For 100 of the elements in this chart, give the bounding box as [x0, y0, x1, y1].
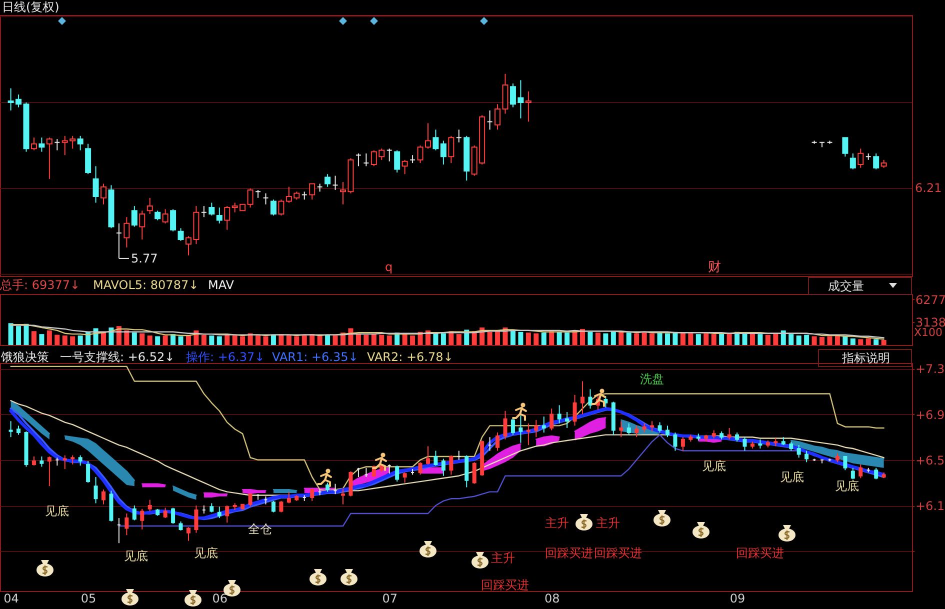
candlestick: [363, 152, 370, 167]
x-tick-label: 08: [544, 592, 560, 606]
annotation: 见底: [194, 546, 218, 560]
candlestick: [395, 465, 400, 482]
candlestick: [680, 436, 685, 452]
candlestick: [502, 73, 508, 114]
candlestick: [332, 175, 338, 190]
candlestick: [92, 166, 99, 204]
candlestick: [464, 454, 469, 488]
bar: [371, 334, 376, 345]
bar: [773, 333, 778, 345]
y-tick-label: 6277: [916, 292, 945, 307]
annotation: 洗盘: [640, 372, 664, 386]
bar: [386, 336, 392, 345]
candlestick: [873, 152, 880, 170]
y-tick-label: +6.5: [916, 453, 945, 468]
bar: [518, 332, 524, 345]
bar: [804, 334, 810, 345]
bar: [750, 333, 755, 345]
candlestick: [16, 425, 21, 436]
candlestick: [216, 207, 222, 224]
candlestick: [634, 425, 639, 438]
bar: [302, 336, 307, 345]
annotation: 主升: [491, 551, 515, 565]
annotation: VAR1: +6.35↓: [272, 350, 358, 364]
bar: [812, 336, 817, 345]
candlestick: [270, 199, 276, 216]
candlestick: [278, 199, 284, 216]
bar: [16, 326, 22, 345]
candlestick: [186, 526, 190, 542]
candlestick: [271, 500, 276, 513]
y-tick-label: +6.9: [916, 408, 945, 422]
annotation: 回踩买进: [736, 546, 784, 560]
annotation: 回踩买进: [481, 578, 529, 592]
candlestick: [418, 462, 422, 476]
candlestick: [132, 505, 136, 521]
bar: [603, 333, 608, 345]
candlestick: [194, 505, 198, 534]
candlestick: [32, 456, 36, 466]
candlestick: [94, 476, 98, 504]
candlestick: [727, 427, 732, 440]
bar: [510, 330, 516, 345]
bar: [325, 334, 330, 345]
bar: [31, 331, 36, 345]
candlestick: [225, 505, 230, 524]
bar: [842, 336, 848, 345]
text: MAVOL5: 80787↓: [93, 278, 199, 292]
candlestick: [626, 422, 631, 436]
candlestick: [619, 420, 624, 438]
bar: [286, 336, 292, 345]
x-tick-label: 04: [4, 592, 19, 606]
bar: [704, 333, 709, 345]
candlestick: [102, 489, 106, 505]
line-series: [10, 366, 884, 492]
annotation: 回踩买进: [594, 546, 642, 560]
candlestick: [40, 456, 44, 468]
bar: [201, 334, 206, 345]
bar: [464, 330, 470, 345]
annotation: 主升: [596, 516, 620, 530]
candlestick: [580, 380, 585, 415]
candlestick: [565, 412, 570, 428]
bar: [54, 334, 60, 345]
candlestick: [54, 138, 60, 151]
text: MAV: [208, 278, 235, 292]
bar: [240, 336, 246, 345]
candlestick: [588, 388, 592, 410]
bar: [402, 334, 408, 345]
candlestick: [47, 456, 52, 487]
candlestick: [518, 414, 523, 444]
candlestick: [262, 192, 269, 205]
candlestick: [858, 148, 864, 168]
candlestick: [542, 416, 546, 434]
bar: [874, 339, 879, 345]
candlestick: [665, 425, 670, 438]
candlestick: [38, 137, 45, 152]
candlestick: [170, 208, 176, 232]
bar: [626, 332, 632, 345]
candlestick: [673, 432, 678, 452]
bar: [270, 334, 276, 345]
annotation: 5.77: [131, 251, 158, 266]
bar: [610, 331, 616, 345]
bar: [364, 334, 369, 345]
candlestick: [100, 183, 107, 205]
candlestick: [843, 456, 848, 471]
candlestick: [842, 137, 848, 158]
candlestick: [217, 506, 222, 519]
text: 财: [708, 260, 721, 275]
candlestick: [494, 104, 501, 130]
bar: [147, 336, 152, 345]
bar: [256, 336, 261, 345]
candlestick: [486, 110, 493, 130]
candlestick: [758, 438, 762, 449]
candlestick: [178, 520, 183, 532]
candlestick: [557, 404, 562, 424]
candlestick: [448, 135, 454, 164]
bar: [317, 336, 322, 345]
x-tick-label: 09: [730, 592, 746, 606]
bar: [534, 333, 539, 345]
annotation: VAR2: +6.78↓: [367, 350, 454, 364]
candlestick: [432, 129, 439, 151]
